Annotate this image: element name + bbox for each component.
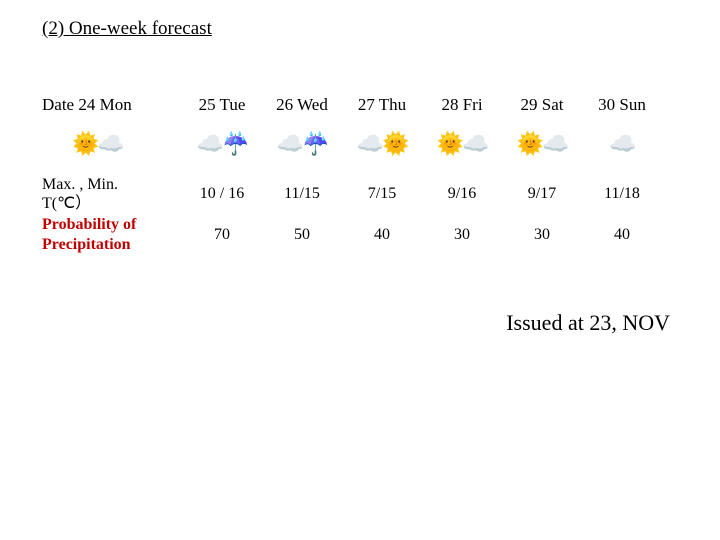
cloud-icon: ☁️ bbox=[97, 131, 122, 156]
cloud-icon: ☁️ bbox=[277, 131, 302, 156]
precip-cell: 70 bbox=[182, 226, 262, 244]
temp-cell: 7/15 bbox=[342, 185, 422, 203]
sun-icon: 🌞 bbox=[382, 131, 407, 156]
section-title: (2) One-week forecast bbox=[42, 18, 212, 40]
precip-cell: 30 bbox=[422, 226, 502, 244]
date-cell: 30 Sun bbox=[582, 95, 662, 115]
precip-row: Probability of Precipitation 70 50 40 30… bbox=[42, 215, 682, 253]
sun-icon: 🌞 bbox=[517, 131, 542, 156]
temp-label: Max. , Min. T(℃） bbox=[42, 175, 182, 213]
rain-icon: ☔ bbox=[302, 131, 327, 156]
issued-at: Issued at 23, NOV bbox=[506, 310, 670, 336]
date-cell: 29 Sat bbox=[502, 95, 582, 115]
date-label: Date 24 Mon bbox=[42, 95, 182, 115]
weather-icon: ☁️☔ bbox=[182, 133, 262, 155]
precip-cell: 40 bbox=[582, 226, 662, 244]
cloud-icon: ☁️ bbox=[462, 131, 487, 156]
precip-cell: 50 bbox=[262, 226, 342, 244]
temp-row: Max. , Min. T(℃） 10 / 16 11/15 7/15 9/16… bbox=[42, 175, 682, 213]
date-cell: 25 Tue bbox=[182, 95, 262, 115]
sun-icon: 🌞 bbox=[437, 131, 462, 156]
precip-cell: 30 bbox=[502, 226, 582, 244]
icon-row: 🌞☁️ ☁️☔ ☁️☔ ☁️🌞 🌞☁️ 🌞☁️ ☁️ bbox=[42, 133, 682, 155]
weather-icon: ☁️🌞 bbox=[342, 133, 422, 155]
date-cell: 26 Wed bbox=[262, 95, 342, 115]
date-row: Date 24 Mon 25 Tue 26 Wed 27 Thu 28 Fri … bbox=[42, 95, 682, 115]
date-cell: 28 Fri bbox=[422, 95, 502, 115]
precip-cell: 40 bbox=[342, 226, 422, 244]
precip-label: Probability of Precipitation bbox=[42, 215, 182, 253]
sun-icon: 🌞 bbox=[72, 131, 97, 156]
cloud-icon: ☁️ bbox=[197, 131, 222, 156]
weather-icon: ☁️ bbox=[582, 133, 662, 155]
temp-cell: 10 / 16 bbox=[182, 185, 262, 203]
rain-icon: ☔ bbox=[222, 131, 247, 156]
cloud-icon: ☁️ bbox=[542, 131, 567, 156]
date-cell: 27 Thu bbox=[342, 95, 422, 115]
weather-icon: 🌞☁️ bbox=[42, 133, 182, 155]
cloud-icon: ☁️ bbox=[609, 131, 634, 156]
weather-icon: 🌞☁️ bbox=[502, 133, 582, 155]
weather-icon: ☁️☔ bbox=[262, 133, 342, 155]
temp-cell: 11/15 bbox=[262, 185, 342, 203]
temp-cell: 9/16 bbox=[422, 185, 502, 203]
temp-cell: 11/18 bbox=[582, 185, 662, 203]
temp-cell: 9/17 bbox=[502, 185, 582, 203]
cloud-icon: ☁️ bbox=[357, 131, 382, 156]
weather-icon: 🌞☁️ bbox=[422, 133, 502, 155]
forecast-table: Date 24 Mon 25 Tue 26 Wed 27 Thu 28 Fri … bbox=[42, 95, 682, 254]
